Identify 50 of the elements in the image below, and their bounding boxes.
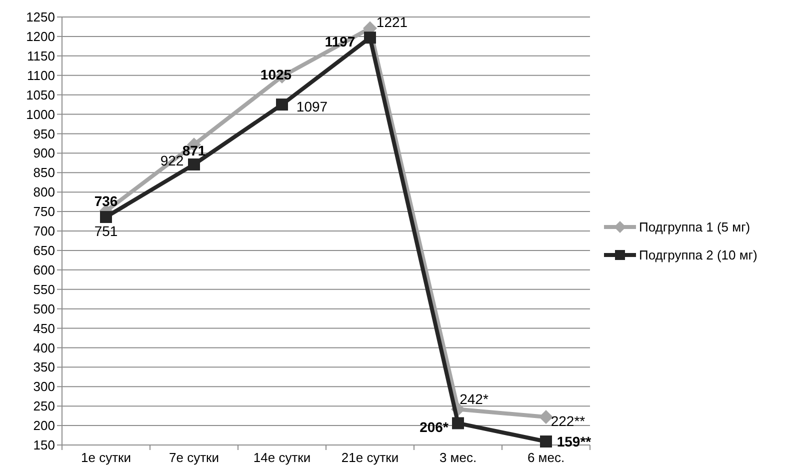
y-tick-label: 650	[33, 243, 55, 258]
y-tick-label: 350	[33, 360, 55, 375]
data-label: 871	[182, 142, 206, 158]
y-tick-label: 450	[33, 320, 55, 336]
point	[540, 436, 552, 448]
legend-label: Подгруппа 1 (5 мг)	[639, 220, 750, 235]
data-label: 242*	[460, 391, 489, 408]
y-tick-label: 400	[33, 340, 55, 356]
data-label: 1221	[376, 14, 408, 30]
y-tick-label: 850	[33, 165, 55, 180]
point	[188, 158, 200, 170]
legend-label: Подгруппа 2 (10 мг)	[639, 248, 758, 263]
data-label: 159**	[556, 433, 592, 450]
y-tick-label: 1100	[27, 68, 55, 83]
y-tick-label: 1000	[26, 106, 55, 122]
y-tick-label: 900	[33, 146, 55, 161]
point	[364, 32, 376, 44]
y-tick-label: 250	[33, 398, 55, 414]
data-label: 736	[94, 192, 118, 209]
y-tick-label: 950	[33, 126, 55, 142]
x-tick-label: 14е сутки	[253, 450, 311, 465]
y-tick-label: 600	[33, 262, 55, 278]
y-tick-label: 200	[33, 418, 55, 434]
data-label: 1025	[260, 66, 292, 82]
point	[276, 98, 288, 111]
x-tick-label: 1е сутки	[81, 450, 131, 465]
point	[539, 410, 553, 424]
y-tick-label: 300	[33, 379, 55, 394]
x-tick-label: 6 мес.	[527, 450, 565, 465]
x-tick-label: 7е сутки	[169, 450, 219, 465]
y-tick-label: 800	[33, 184, 55, 200]
x-tick-label: 21е сутки	[341, 450, 399, 465]
y-tick-label: 1150	[27, 48, 55, 64]
point	[452, 417, 464, 430]
y-tick-label: 500	[33, 301, 55, 316]
data-label: 922	[160, 152, 184, 169]
data-label: 751	[94, 223, 118, 240]
data-label: 222**	[550, 412, 586, 429]
y-tick-label: 150	[33, 438, 55, 453]
data-label: 1197	[324, 34, 356, 50]
x-tick-label: 3 мес.	[439, 450, 477, 465]
data-label: 1097	[296, 98, 328, 114]
y-tick-label: 550	[33, 282, 55, 297]
y-tick-label: 1050	[26, 87, 55, 102]
y-tick-label: 750	[33, 204, 55, 220]
point	[100, 210, 112, 223]
data-label: 206*	[420, 419, 449, 436]
y-tick-label: 700	[33, 224, 55, 239]
y-tick-label: 1250	[26, 10, 55, 25]
y-tick-label: 1200	[26, 29, 55, 44]
